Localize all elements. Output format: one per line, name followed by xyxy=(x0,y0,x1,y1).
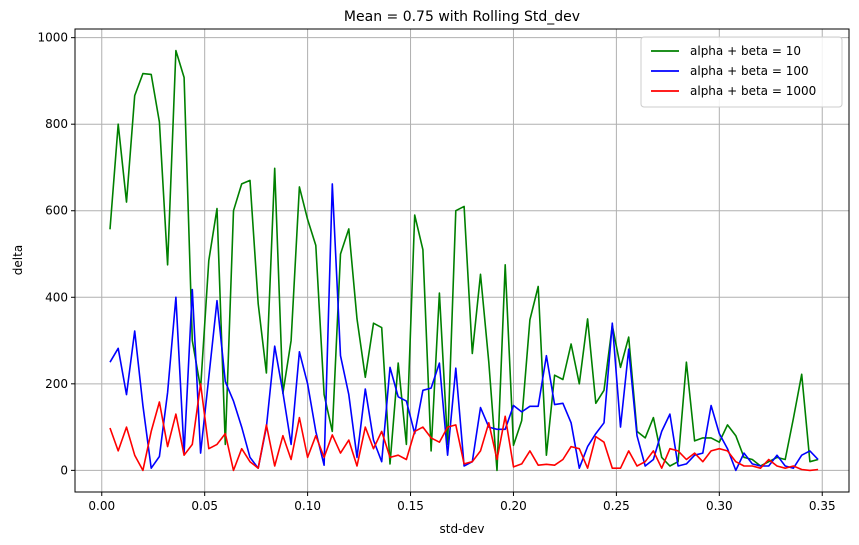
chart-title: Mean = 0.75 with Rolling Std_dev xyxy=(344,9,580,25)
y-tick-label: 0 xyxy=(60,463,68,477)
y-tick-label: 800 xyxy=(45,117,68,131)
x-tick-label: 0.10 xyxy=(294,499,321,513)
y-tick-label: 600 xyxy=(45,204,68,218)
legend-box xyxy=(640,36,843,108)
axis-ticks: 0.00 0.05 0.10 0.15 0.20 0.25 0.30 0.35 0 200 400 6… xyxy=(37,31,835,513)
y-tick-label: 1000 xyxy=(37,31,68,45)
legend: alpha + beta = 10 alpha + beta = 100 alpha… xyxy=(640,36,843,108)
y-tick-label: 200 xyxy=(45,377,68,391)
x-tick-label: 0.20 xyxy=(500,499,527,513)
legend-label: alpha + beta = 10 xyxy=(690,44,801,58)
series-line-1 xyxy=(109,49,819,472)
x-tick-label: 0.05 xyxy=(191,499,218,513)
series-line-3 xyxy=(109,382,819,472)
series-lines xyxy=(109,49,819,472)
x-tick-label: 0.30 xyxy=(706,499,733,513)
x-tick-label: 0.25 xyxy=(603,499,630,513)
plot-frame xyxy=(74,28,850,493)
x-tick-label: 0.00 xyxy=(88,499,115,513)
x-tick-label: 0.15 xyxy=(397,499,424,513)
series-line-2 xyxy=(109,183,819,472)
legend-label: alpha + beta = 100 xyxy=(690,64,809,78)
y-axis-label: delta xyxy=(11,245,25,275)
y-tick-label: 400 xyxy=(45,290,68,304)
x-tick-label: 0.35 xyxy=(809,499,836,513)
legend-label: alpha + beta = 1000 xyxy=(690,84,816,98)
x-axis-label: std-dev xyxy=(439,522,484,536)
